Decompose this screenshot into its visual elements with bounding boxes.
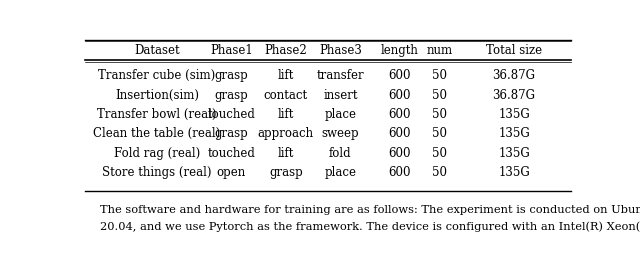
Text: 20.04, and we use Pytorch as the framework. The device is configured with an Int: 20.04, and we use Pytorch as the framewo… xyxy=(100,222,640,233)
Text: Phase1: Phase1 xyxy=(210,44,253,57)
Text: num: num xyxy=(426,44,452,57)
Text: Transfer bowl (real): Transfer bowl (real) xyxy=(97,108,216,121)
Text: 50: 50 xyxy=(432,108,447,121)
Text: Clean the table (real): Clean the table (real) xyxy=(93,127,221,140)
Text: open: open xyxy=(217,166,246,179)
Text: 600: 600 xyxy=(388,108,411,121)
Text: place: place xyxy=(324,166,356,179)
Text: 600: 600 xyxy=(388,166,411,179)
Text: touched: touched xyxy=(207,147,255,160)
Text: 135G: 135G xyxy=(498,108,530,121)
Text: fold: fold xyxy=(329,147,352,160)
Text: approach: approach xyxy=(258,127,314,140)
Text: 600: 600 xyxy=(388,89,411,102)
Text: 50: 50 xyxy=(432,166,447,179)
Text: Fold rag (real): Fold rag (real) xyxy=(114,147,200,160)
Text: Total size: Total size xyxy=(486,44,542,57)
Text: 50: 50 xyxy=(432,147,447,160)
Text: 36.87G: 36.87G xyxy=(493,89,536,102)
Text: 600: 600 xyxy=(388,127,411,140)
Text: 50: 50 xyxy=(432,69,447,82)
Text: insert: insert xyxy=(323,89,358,102)
Text: 135G: 135G xyxy=(498,127,530,140)
Text: touched: touched xyxy=(207,108,255,121)
Text: Phase2: Phase2 xyxy=(264,44,307,57)
Text: Insertion(sim): Insertion(sim) xyxy=(115,89,199,102)
Text: Phase3: Phase3 xyxy=(319,44,362,57)
Text: grasp: grasp xyxy=(269,166,303,179)
Text: Dataset: Dataset xyxy=(134,44,180,57)
Text: The software and hardware for training are as follows: The experiment is conduct: The software and hardware for training a… xyxy=(100,205,640,215)
Text: Transfer cube (sim): Transfer cube (sim) xyxy=(99,69,216,82)
Text: lift: lift xyxy=(278,69,294,82)
Text: grasp: grasp xyxy=(214,89,248,102)
Text: lift: lift xyxy=(278,147,294,160)
Text: grasp: grasp xyxy=(214,127,248,140)
Text: length: length xyxy=(381,44,419,57)
Text: 50: 50 xyxy=(432,89,447,102)
Text: grasp: grasp xyxy=(214,69,248,82)
Text: 135G: 135G xyxy=(498,166,530,179)
Text: Store things (real): Store things (real) xyxy=(102,166,212,179)
Text: place: place xyxy=(324,108,356,121)
Text: 36.87G: 36.87G xyxy=(493,69,536,82)
Text: 135G: 135G xyxy=(498,147,530,160)
Text: sweep: sweep xyxy=(321,127,359,140)
Text: contact: contact xyxy=(264,89,308,102)
Text: 600: 600 xyxy=(388,147,411,160)
Text: 600: 600 xyxy=(388,69,411,82)
Text: lift: lift xyxy=(278,108,294,121)
Text: 50: 50 xyxy=(432,127,447,140)
Text: transfer: transfer xyxy=(317,69,364,82)
